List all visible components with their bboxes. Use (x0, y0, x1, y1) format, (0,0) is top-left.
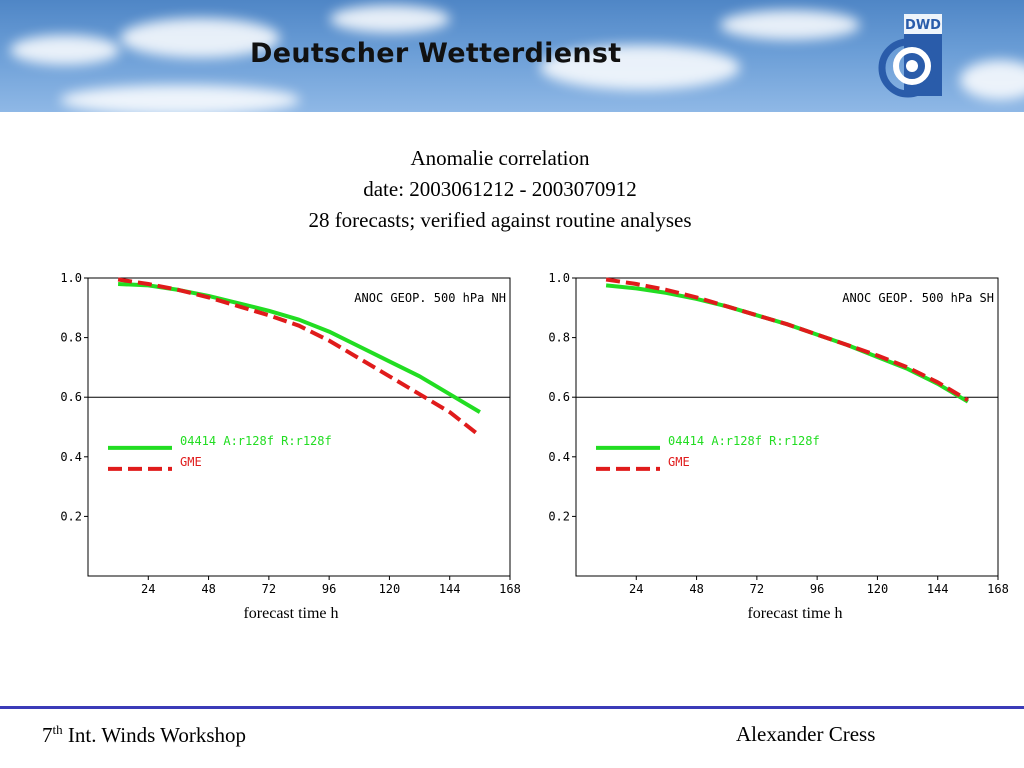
y-tick-label: 0.6 (548, 390, 570, 404)
x-tick-label: 96 (810, 582, 824, 596)
footer-rest: Int. Winds Workshop (62, 723, 246, 747)
y-tick-label: 0.4 (548, 450, 570, 464)
cloud-decoration (720, 10, 860, 40)
y-tick-label: 0.4 (60, 450, 82, 464)
chart-title: ANOC GEOP. 500 hPa NH (354, 291, 506, 305)
cloud-decoration (120, 18, 280, 58)
x-axis-label-sh: forecast time h (747, 605, 843, 622)
x-tick-label: 120 (867, 582, 889, 596)
brand-title: Deutscher Wetterdienst (250, 38, 622, 69)
header-banner: Deutscher Wetterdienst DWD (0, 0, 1024, 112)
cloud-decoration (10, 35, 120, 65)
y-tick-label: 1.0 (60, 271, 82, 285)
series-line-gme (117, 277, 482, 438)
slide-title: Anomalie correlation date: 2003061212 - … (0, 143, 1000, 236)
chart-nh: 0.2 0.4 0.6 0.8 1.0 24 48 72 96 120 144 168 ANOC GEO… (48, 268, 528, 608)
footer-divider (0, 706, 1024, 709)
x-tick-label: 24 (141, 582, 155, 596)
chart-sh: 0.2 0.4 0.6 0.8 1.0 24 48 72 96 120 144 168 ANOC GEO… (536, 268, 1016, 608)
legend-label: 04414 A:r128f R:r128f (180, 434, 332, 448)
x-axis-label-nh: forecast time h (243, 605, 339, 622)
y-tick-label: 0.8 (548, 331, 570, 345)
y-tick-label: 1.0 (548, 271, 570, 285)
title-line-1: Anomalie correlation (410, 146, 590, 170)
x-tick-label: 168 (987, 582, 1009, 596)
legend-label: GME (668, 455, 690, 469)
cloud-decoration (60, 85, 300, 112)
cloud-decoration (540, 45, 740, 90)
x-tick-label: 72 (750, 582, 764, 596)
x-tick-label: 72 (262, 582, 276, 596)
chart-title: ANOC GEOP. 500 hPa SH (842, 291, 994, 305)
legend-label: 04414 A:r128f R:r128f (668, 434, 820, 448)
x-tick-label: 96 (322, 582, 336, 596)
title-line-2: date: 2003061212 - 2003070912 (363, 177, 637, 201)
title-line-3: 28 forecasts; verified against routine a… (308, 208, 692, 232)
x-tick-label: 168 (499, 582, 521, 596)
chart-nh-svg: 0.2 0.4 0.6 0.8 1.0 24 48 72 96 120 144 168 ANOC GEO… (60, 271, 521, 596)
footer-author: Alexander Cress (736, 722, 876, 746)
chart-sh-svg: 0.2 0.4 0.6 0.8 1.0 24 48 72 96 120 144 168 ANOC GEO… (548, 271, 1009, 596)
plot-frame (87, 277, 511, 577)
series-line-gme (605, 277, 969, 402)
footer-sup: th (52, 722, 63, 737)
x-tick-label: 48 (689, 582, 703, 596)
y-tick-label: 0.2 (60, 509, 82, 523)
x-tick-label: 144 (439, 582, 461, 596)
logo-text: DWD (905, 18, 941, 33)
y-tick-label: 0.6 (60, 390, 82, 404)
footer-num: 7 (42, 723, 53, 747)
dwd-logo-icon: DWD (878, 14, 942, 98)
x-tick-label: 48 (201, 582, 215, 596)
y-tick-label: 0.2 (548, 509, 570, 523)
cloud-decoration (330, 5, 450, 33)
cloud-decoration (960, 60, 1024, 100)
y-tick-label: 0.8 (60, 331, 82, 345)
legend-label: GME (180, 455, 202, 469)
x-tick-label: 120 (379, 582, 401, 596)
plot-frame (575, 277, 999, 577)
x-tick-label: 144 (927, 582, 949, 596)
footer-workshop: 7th Int. Winds Workshop (42, 722, 246, 748)
x-tick-label: 24 (629, 582, 643, 596)
